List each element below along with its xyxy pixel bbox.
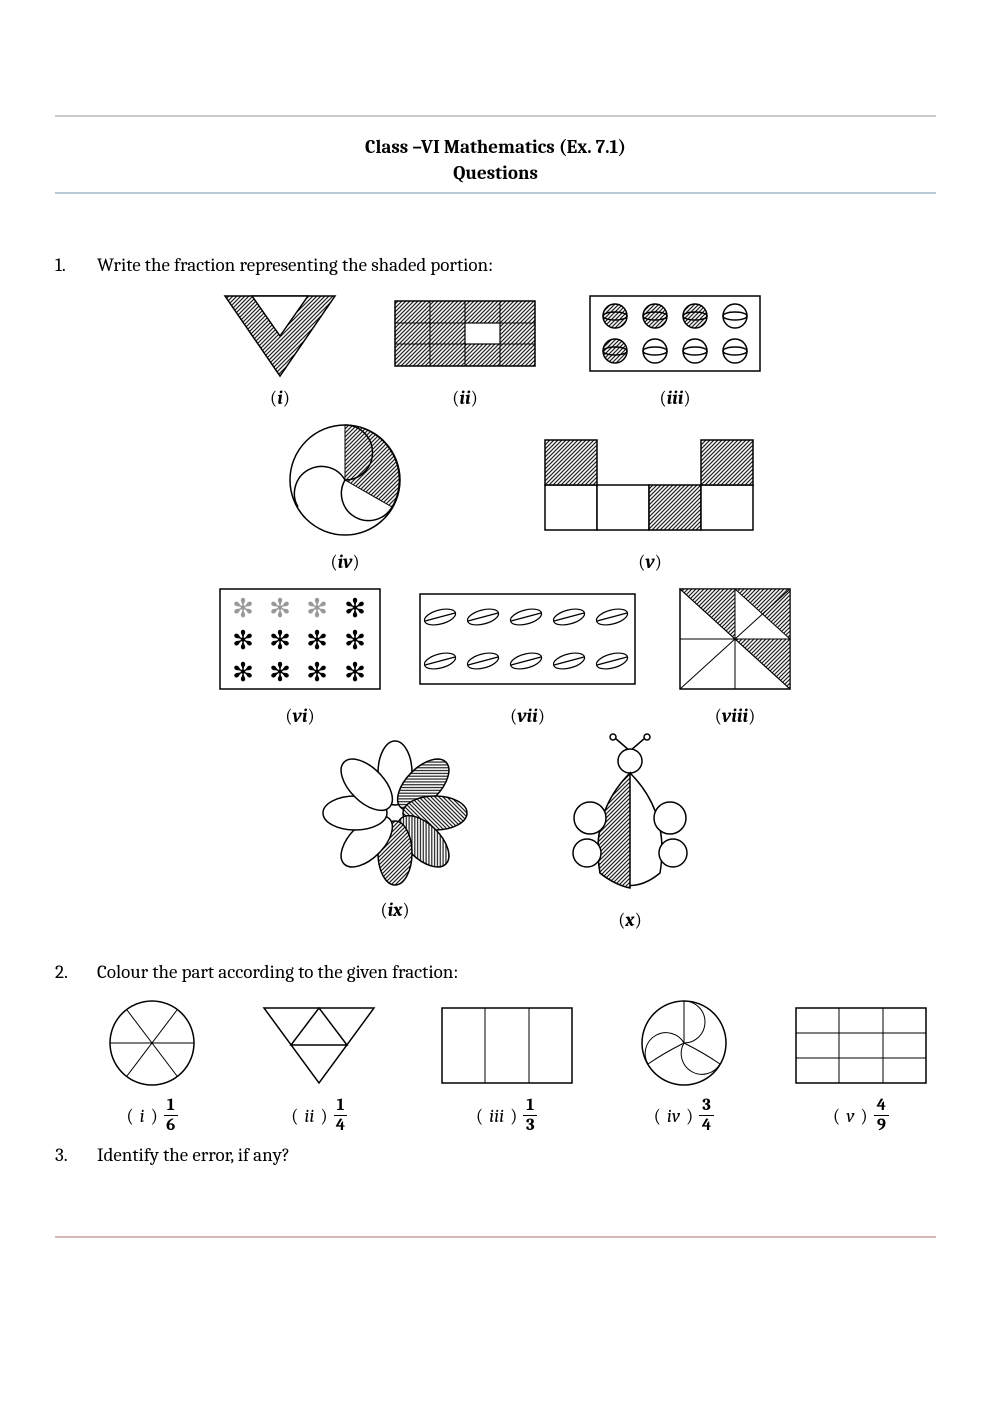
svg-text:✻: ✻	[306, 626, 328, 655]
q1-row4: (ix) (x)	[215, 733, 936, 931]
q3-number: 3.	[55, 1144, 97, 1166]
fig-iv-label: (iv)	[330, 551, 359, 573]
svg-text:✻: ✻	[232, 594, 254, 623]
q2-i-label: (i) 16	[126, 1097, 177, 1134]
q2-number: 2.	[55, 961, 97, 983]
fig-iii-svg	[585, 286, 765, 381]
fig-iii: (iii)	[585, 286, 765, 409]
q2-fig-ii: (ii) 14	[254, 993, 384, 1134]
fig-iv: (iv)	[275, 415, 415, 573]
fig-ii-label: (ii)	[452, 387, 478, 409]
q2-fig-iii: (iii) 13	[432, 993, 582, 1134]
fig-vi-svg: ✻ ✻ ✻ ✻ ✻ ✻ ✻ ✻ ✻ ✻ ✻ ✻	[215, 579, 385, 699]
fig-viii-label: (viii)	[715, 705, 756, 727]
fig-x: (x)	[555, 733, 705, 931]
q1-number: 1.	[55, 254, 97, 276]
header-rule-top	[55, 115, 936, 117]
svg-text:✻: ✻	[269, 594, 291, 623]
fig-vii-label: (vii)	[510, 705, 545, 727]
q2-fig-v: (v) 49	[786, 993, 936, 1134]
fig-x-label: (x)	[618, 909, 642, 931]
footer-rule	[55, 1236, 936, 1238]
fig-i-label: (i)	[270, 387, 290, 409]
fig-vii-svg	[415, 579, 640, 699]
q1-row2: (iv) (v)	[215, 415, 936, 573]
svg-text:✻: ✻	[344, 594, 366, 623]
fig-i-svg	[215, 286, 345, 381]
q1-row3: ✻ ✻ ✻ ✻ ✻ ✻ ✻ ✻ ✻ ✻ ✻ ✻ (vi)	[215, 579, 936, 727]
svg-text:✻: ✻	[269, 626, 291, 655]
question-1: 1. Write the fraction representing the s…	[55, 254, 936, 276]
q3-text: Identify the error, if any?	[97, 1144, 936, 1166]
q2-iv-svg	[629, 993, 739, 1093]
q2-iii-svg	[432, 993, 582, 1093]
page: Class –VI Mathematics (Ex. 7.1) Question…	[0, 0, 991, 1298]
title-block: Class –VI Mathematics (Ex. 7.1) Question…	[55, 135, 936, 186]
header-rule-bottom	[55, 192, 936, 194]
fig-ii-svg	[385, 286, 545, 381]
svg-text:✻: ✻	[232, 658, 254, 687]
fig-vi-label: (vi)	[285, 705, 314, 727]
q1-text: Write the fraction representing the shad…	[97, 254, 936, 276]
question-3: 3. Identify the error, if any?	[55, 1144, 936, 1166]
q2-figures: (i) 16 (ii) 14 (iii) 13	[55, 993, 936, 1134]
svg-text:✻: ✻	[269, 658, 291, 687]
q2-i-svg	[97, 993, 207, 1093]
title-line2: Questions	[55, 161, 936, 187]
svg-text:✻: ✻	[344, 626, 366, 655]
q2-v-svg	[786, 993, 936, 1093]
q2-iv-label: (iv) 34	[654, 1097, 714, 1134]
fig-ix-svg	[315, 733, 475, 893]
q1-row1: (i) (ii)	[215, 286, 936, 409]
q2-ii-svg	[254, 993, 384, 1093]
fig-ix-label: (ix)	[380, 899, 409, 921]
svg-text:✻: ✻	[306, 594, 328, 623]
fig-v: (v)	[535, 415, 765, 573]
fig-iii-label: (iii)	[659, 387, 690, 409]
fig-vii: (vii)	[415, 579, 640, 727]
q2-v-label: (v) 49	[833, 1097, 889, 1134]
fig-v-label: (v)	[638, 551, 662, 573]
svg-text:✻: ✻	[344, 658, 366, 687]
q2-ii-label: (ii) 14	[291, 1097, 347, 1134]
fig-v-svg	[535, 415, 765, 545]
q2-fig-i: (i) 16	[97, 993, 207, 1134]
fig-x-svg	[555, 733, 705, 903]
fig-viii-svg	[670, 579, 800, 699]
fig-ix: (ix)	[315, 733, 475, 931]
question-2: 2. Colour the part according to the give…	[55, 961, 936, 983]
q2-text: Colour the part according to the given f…	[97, 961, 936, 983]
q2-fig-iv: (iv) 34	[629, 993, 739, 1134]
fig-iv-svg	[275, 415, 415, 545]
svg-text:✻: ✻	[232, 626, 254, 655]
fig-i: (i)	[215, 286, 345, 409]
fig-ii: (ii)	[385, 286, 545, 409]
title-line1: Class –VI Mathematics (Ex. 7.1)	[55, 135, 936, 161]
fig-viii: (viii)	[670, 579, 800, 727]
q2-iii-label: (iii) 13	[476, 1097, 537, 1134]
svg-text:✻: ✻	[306, 658, 328, 687]
q1-figures: (i) (ii)	[55, 286, 936, 931]
fig-vi: ✻ ✻ ✻ ✻ ✻ ✻ ✻ ✻ ✻ ✻ ✻ ✻ (vi)	[215, 579, 385, 727]
